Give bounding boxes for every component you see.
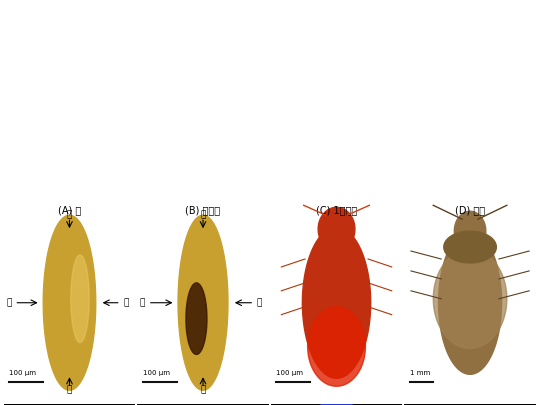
Text: 背: 背: [123, 298, 129, 307]
Text: 100 μm: 100 μm: [276, 370, 303, 376]
Polygon shape: [307, 307, 366, 386]
Text: 100 μm: 100 μm: [9, 370, 36, 376]
Polygon shape: [439, 231, 501, 374]
Text: 後: 後: [67, 386, 72, 395]
Text: 前: 前: [67, 211, 72, 220]
Text: 後: 後: [201, 386, 205, 395]
Polygon shape: [455, 211, 486, 251]
Polygon shape: [433, 249, 507, 348]
Text: 前: 前: [201, 211, 205, 220]
Polygon shape: [178, 215, 228, 390]
Text: (D) 成虫: (D) 成虫: [455, 205, 485, 215]
Polygon shape: [186, 283, 207, 354]
Polygon shape: [444, 231, 496, 263]
Text: (C) 1令幼虫: (C) 1令幼虫: [316, 205, 357, 215]
Text: (B) 成熟胚: (B) 成熟胚: [185, 205, 221, 215]
Polygon shape: [43, 215, 96, 390]
Text: 左: 左: [140, 298, 146, 307]
Text: 1 mm: 1 mm: [410, 370, 430, 376]
Text: 腹: 腹: [7, 298, 12, 307]
Polygon shape: [302, 227, 371, 378]
Polygon shape: [318, 207, 355, 251]
Text: (A) 卵: (A) 卵: [58, 205, 81, 215]
Polygon shape: [71, 255, 89, 343]
Text: 100 μm: 100 μm: [143, 370, 169, 376]
Text: 右: 右: [257, 298, 262, 307]
Polygon shape: [307, 402, 366, 405]
